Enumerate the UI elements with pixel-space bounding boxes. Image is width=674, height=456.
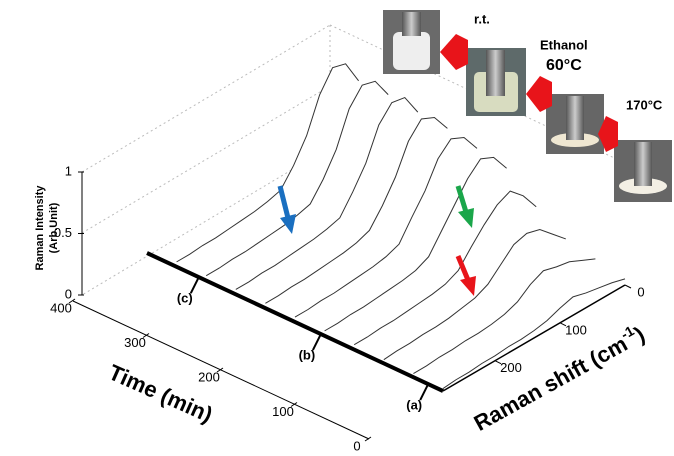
photo-label: r.t.: [474, 11, 490, 26]
chart: 00.51(a)(b)(c)01002003004000100200 r.t. …: [0, 0, 674, 456]
marker-label: (c): [177, 291, 193, 306]
z-label: Raman Intensity: [34, 185, 46, 271]
t-tick-label: 200: [198, 369, 220, 384]
marker-label: (b): [299, 348, 316, 363]
s-tick-label: 200: [500, 360, 522, 375]
z-tick-label: 1: [65, 163, 72, 178]
t-tick-label: 400: [50, 300, 72, 315]
photo-ethanol: [466, 48, 526, 116]
shift-label: Raman shift (cm-1): [468, 319, 649, 436]
z-label: (Arb.Unit): [48, 202, 60, 253]
photo-label: 170°C: [626, 97, 663, 112]
photo-60: [546, 94, 604, 154]
photo-rt: [383, 10, 440, 74]
s-tick-label: 0: [637, 284, 644, 299]
shift-label-main: Raman shift (cm: [470, 331, 632, 436]
s-tick-label: 100: [565, 322, 587, 337]
marker-label: (a): [406, 398, 422, 413]
photo-170: [614, 140, 672, 202]
photo-label: Ethanol: [540, 37, 588, 52]
t-tick-label: 300: [124, 335, 146, 350]
s-tick: [625, 285, 631, 288]
t-tick-label: 0: [353, 438, 360, 453]
z-tick-label: 0: [65, 286, 72, 301]
t-tick-label: 100: [272, 404, 294, 419]
photo-label: 60°C: [546, 57, 582, 74]
